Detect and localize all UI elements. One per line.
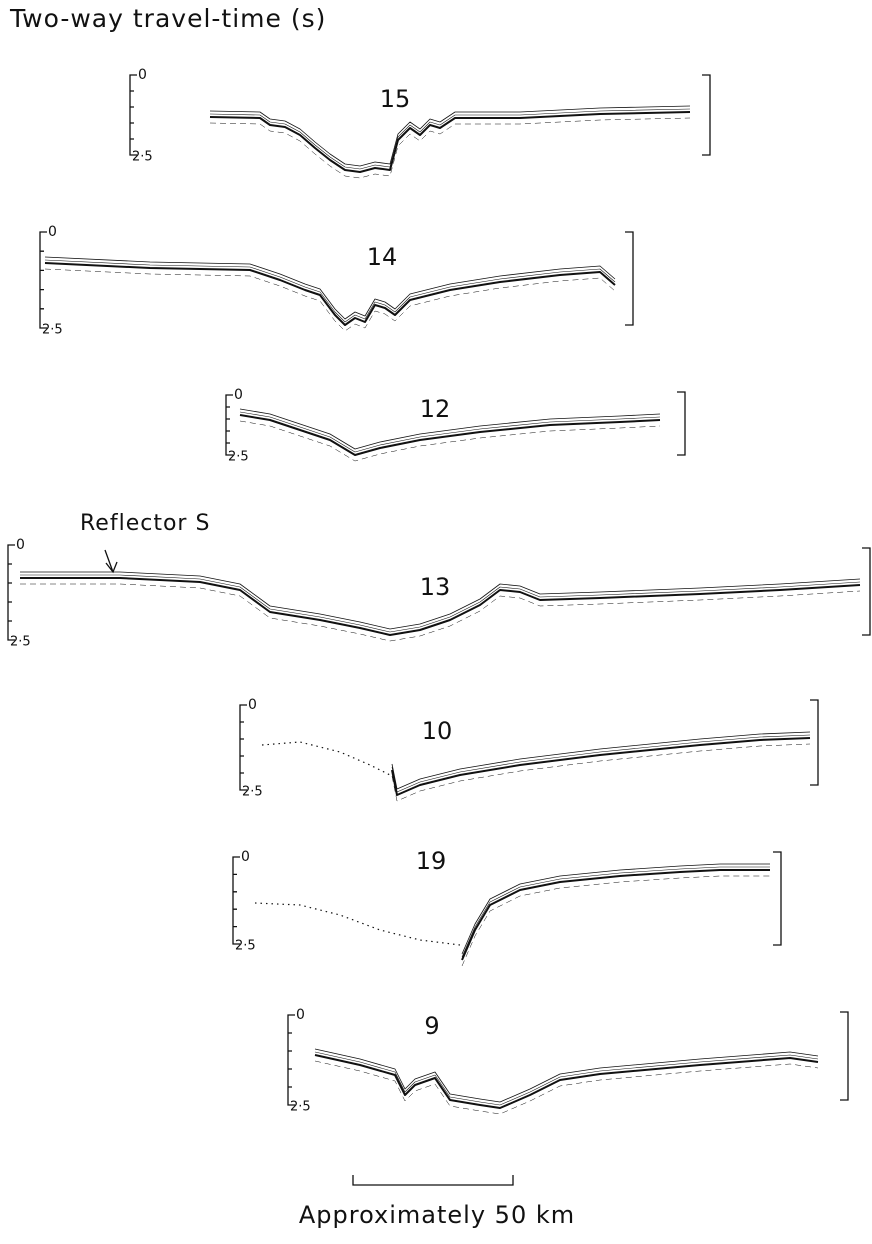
scale-bracket <box>225 394 233 456</box>
profile-surface <box>20 571 861 630</box>
profile-sediment <box>461 875 770 967</box>
scale-bottom: 2·5 <box>228 450 249 465</box>
profile-reflector <box>44 262 616 326</box>
profile-label: 14 <box>367 243 398 271</box>
scale-bracket <box>239 704 247 791</box>
scale-top: 0 <box>48 224 57 240</box>
scale-bar <box>352 1175 514 1186</box>
profile-sediment <box>239 420 661 462</box>
scale-bracket <box>7 544 15 641</box>
profile-sediment <box>391 743 811 802</box>
right-bracket <box>702 74 711 156</box>
profile-layer <box>391 734 811 793</box>
scale-bracket <box>39 231 47 329</box>
profile-surface <box>391 731 811 790</box>
profile-reflector <box>239 414 661 456</box>
scale-top: 0 <box>248 697 257 713</box>
scale-bracket <box>232 856 240 945</box>
profile-surface <box>209 105 691 167</box>
profile-label: 13 <box>420 573 451 601</box>
annotation: Reflector S <box>80 511 210 536</box>
scale-bottom: 2·5 <box>10 635 31 650</box>
profile-label: 10 <box>422 717 453 745</box>
right-bracket <box>625 231 634 326</box>
scale-bottom: 2·5 <box>42 323 63 338</box>
profile-sediment <box>20 583 861 642</box>
scale-bottom: 2·5 <box>242 785 263 800</box>
right-bracket <box>773 851 782 946</box>
scale-top: 0 <box>241 849 250 865</box>
right-bracket <box>677 391 686 456</box>
scale-bracket <box>287 1014 295 1106</box>
figure-title: Two-way travel-time (s) <box>9 4 326 33</box>
scale-bottom: 2·5 <box>290 1100 311 1115</box>
profile-sediment <box>209 117 691 179</box>
profile-reflector <box>461 869 770 961</box>
right-bracket <box>810 699 819 786</box>
profile-layer <box>44 259 616 323</box>
profile-label: 12 <box>420 395 451 423</box>
profile-reflector <box>20 577 861 636</box>
profile-label: 15 <box>380 85 411 113</box>
profile-label: 9 <box>424 1012 439 1040</box>
scale-bottom: 2·5 <box>132 150 153 165</box>
profile-dotted <box>261 741 391 776</box>
profile-sediment <box>44 268 616 332</box>
profile-surface <box>44 256 616 320</box>
scale-bracket <box>129 74 137 156</box>
scale-bar-label: Approximately 50 km <box>299 1201 575 1229</box>
profile-dotted <box>254 902 461 946</box>
profile-layer <box>314 1051 819 1106</box>
profile-label: 19 <box>416 847 447 875</box>
scale-top: 0 <box>234 387 243 403</box>
profile-layer <box>209 108 691 170</box>
annotation-arrow <box>104 549 118 574</box>
profile-surface <box>461 863 770 955</box>
profile-surface <box>239 408 661 450</box>
right-bracket <box>862 547 871 636</box>
profile-reflector <box>209 111 691 173</box>
profile-reflector <box>314 1054 819 1109</box>
scale-bottom: 2·5 <box>235 939 256 954</box>
profile-layer <box>20 574 861 633</box>
profile-layer <box>461 866 770 958</box>
scale-top: 0 <box>138 67 147 83</box>
profile-layer <box>239 411 661 453</box>
profile-surface <box>314 1048 819 1103</box>
scale-top: 0 <box>296 1007 305 1023</box>
scale-top: 0 <box>16 537 25 553</box>
profile-sediment <box>314 1060 819 1115</box>
profile-reflector <box>391 737 811 796</box>
right-bracket <box>840 1011 849 1101</box>
